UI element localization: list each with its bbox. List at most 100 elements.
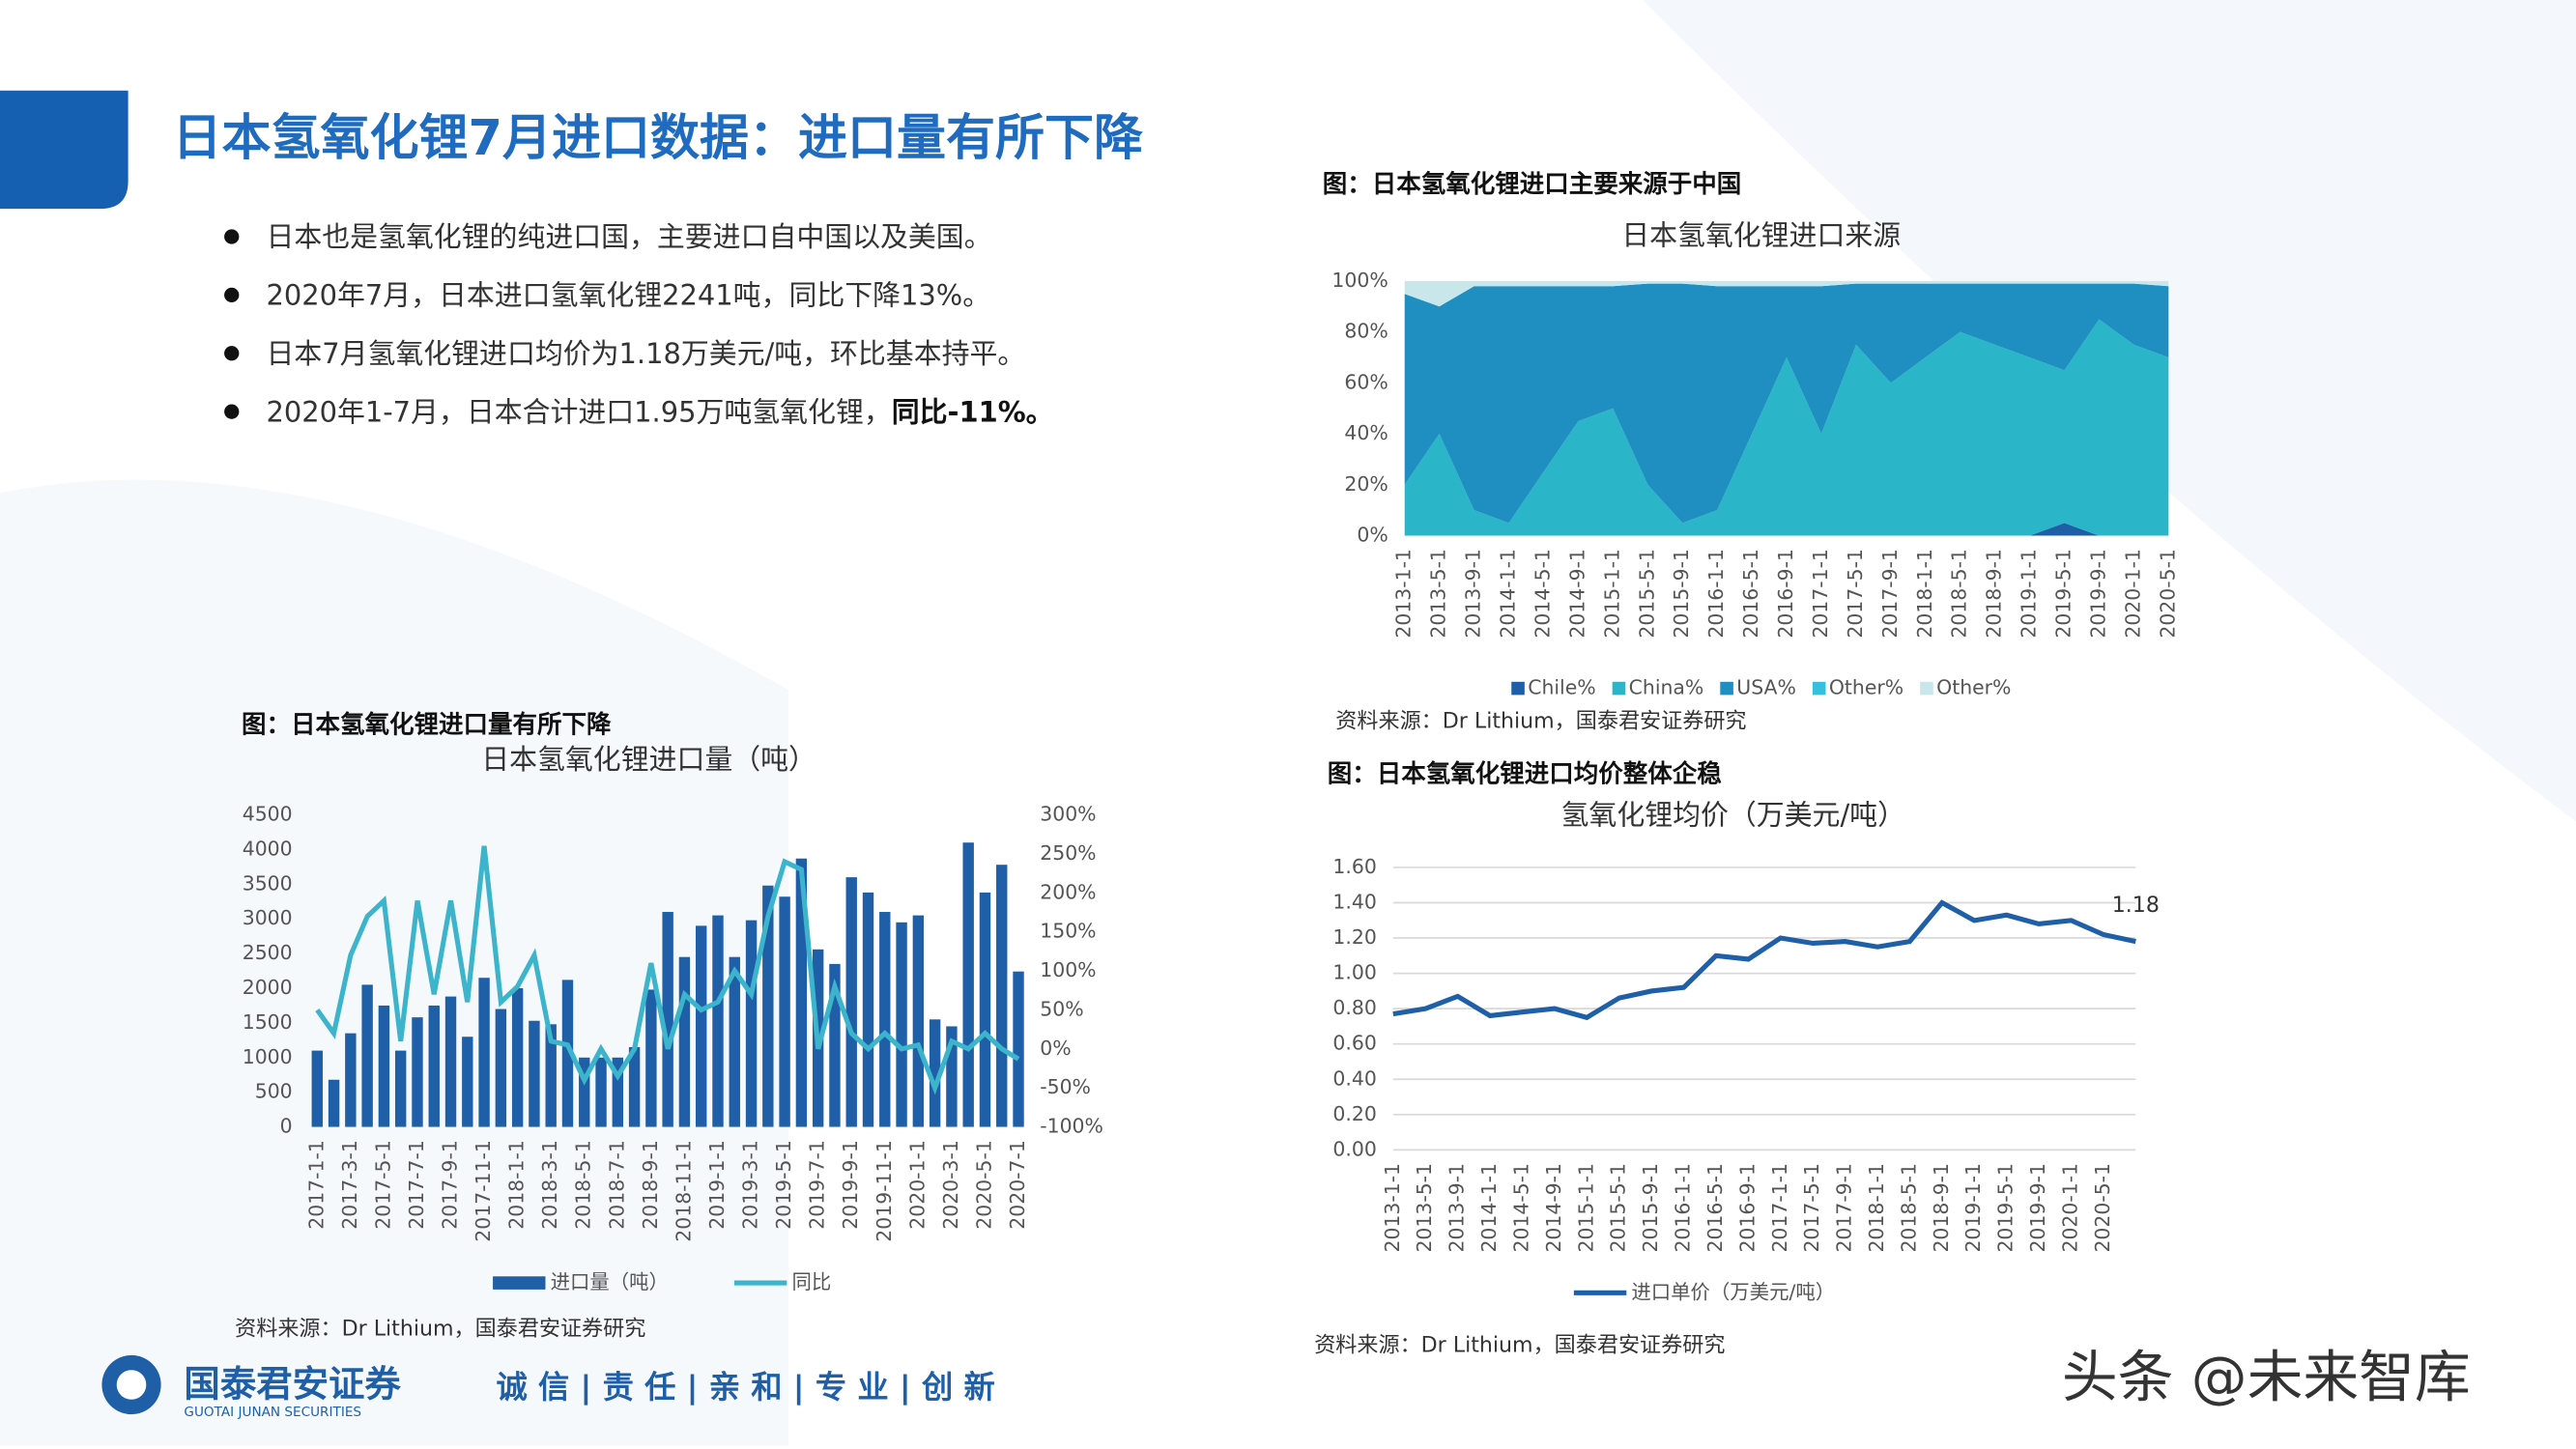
x-tick-label: 2017-1-1	[304, 1140, 328, 1230]
x-tick-label: 2019-9-1	[2026, 1163, 2049, 1253]
bar	[946, 1026, 958, 1127]
legend-label: Other%	[1829, 676, 1903, 699]
x-tick-label: 2018-1-1	[1913, 549, 1936, 639]
x-tick-label: 2015-1-1	[1600, 549, 1623, 639]
y2-tick-label: -100%	[1040, 1115, 1103, 1138]
x-tick-label: 2013-9-1	[1462, 549, 1485, 639]
area-series	[1404, 280, 2169, 307]
x-tick-label: 2019-9-1	[2086, 549, 2109, 639]
line-series	[315, 845, 1020, 1095]
x-tick-label: 2018-5-1	[1948, 549, 1971, 639]
bar	[579, 1057, 590, 1127]
chart-caption: 图：日本氢氧化锂进口均价整体企稳	[1328, 760, 1723, 789]
bar	[311, 1050, 323, 1127]
x-tick-label: 2018-5-1	[572, 1140, 595, 1230]
y-tick-label: 2500	[243, 941, 293, 964]
bullet-text-part: 2020年7月，日本进口氢氧化锂2241吨，同比下降13%。	[266, 279, 990, 312]
y-tick-label: 40%	[1344, 421, 1388, 444]
legend-swatch	[1511, 681, 1525, 696]
bar	[361, 984, 373, 1127]
chart-title: 日本氢氧化锂进口量（吨）	[481, 743, 816, 776]
header-block	[0, 90, 129, 210]
y-tick-label: 1.40	[1332, 890, 1376, 913]
bullet-text: 日本7月氢氧化锂进口均价为1.18万美元/吨，环比基本持平。	[266, 337, 1025, 370]
x-tick-label: 2017-5-1	[1800, 1163, 1823, 1253]
y-tick-label: 3500	[243, 871, 293, 895]
x-tick-label: 2014-9-1	[1542, 1163, 1565, 1253]
x-tick-label: 2018-3-1	[538, 1140, 561, 1230]
y2-tick-label: 150%	[1040, 920, 1096, 943]
slide-title: 日本氢氧化锂7月进口数据：进口量有所下降	[173, 110, 1144, 167]
bar	[862, 892, 874, 1127]
legend-swatch	[1920, 681, 1933, 696]
bar	[561, 980, 574, 1127]
y-tick-label: 1.00	[1332, 961, 1376, 984]
bar	[345, 1033, 357, 1127]
x-tick-label: 2019-5-1	[1994, 1163, 2018, 1253]
legend-label: 同比	[791, 1270, 831, 1293]
area-series	[1404, 523, 2169, 536]
x-tick-label: 2015-9-1	[1639, 1163, 1662, 1253]
x-tick-label: 2020-1-1	[2059, 1163, 2082, 1253]
bar	[795, 858, 808, 1127]
x-tick-label: 2013-5-1	[1427, 549, 1450, 639]
x-tick-label: 2017-1-1	[1768, 1163, 1791, 1253]
x-tick-label: 2020-1-1	[905, 1140, 929, 1230]
bar	[545, 1024, 557, 1127]
bar	[612, 1057, 624, 1127]
chart-source: 资料来源：Dr Lithium，国泰君安证券研究	[1314, 1332, 1725, 1357]
x-tick-label: 2017-7-1	[405, 1140, 428, 1230]
bullet-dot	[224, 229, 240, 244]
x-tick-label: 2017-3-1	[338, 1140, 361, 1230]
y-tick-label: 0.40	[1332, 1066, 1376, 1090]
y2-tick-label: 100%	[1040, 958, 1096, 981]
bar	[962, 842, 974, 1127]
bar	[1013, 971, 1024, 1127]
x-tick-label: 2015-5-1	[1635, 549, 1658, 639]
x-tick-label: 2017-9-1	[1878, 549, 1902, 639]
y-tick-label: 4500	[243, 803, 293, 826]
x-tick-label: 2016-1-1	[1704, 549, 1728, 639]
bar	[662, 912, 673, 1127]
bar	[678, 956, 691, 1127]
bar	[979, 892, 991, 1127]
x-tick-label: 2018-1-1	[1865, 1163, 1888, 1253]
bullet-dot	[224, 404, 240, 419]
x-tick-label: 2019-1-1	[1961, 1163, 1985, 1253]
y-tick-label: 0.00	[1332, 1137, 1376, 1160]
x-tick-label: 2018-11-1	[672, 1140, 695, 1242]
x-tick-label: 2020-5-1	[972, 1140, 995, 1230]
company-name-en: GUOTAI JUNAN SECURITIES	[184, 1405, 361, 1420]
x-tick-label: 2013-9-1	[1445, 1163, 1469, 1253]
legend-label: Chile%	[1528, 676, 1595, 699]
bar	[996, 865, 1008, 1127]
bar	[845, 877, 857, 1127]
x-tick-label: 2018-9-1	[1983, 549, 2006, 639]
x-tick-label: 2013-5-1	[1413, 1163, 1436, 1253]
bar	[912, 915, 925, 1127]
bar	[529, 1020, 540, 1127]
x-tick-label: 2018-7-1	[605, 1140, 628, 1230]
chart-caption: 图：日本氢氧化锂进口主要来源于中国	[1323, 170, 1742, 199]
bar	[462, 1037, 473, 1127]
bar	[394, 1050, 407, 1127]
y-tick-label: 80%	[1344, 320, 1388, 343]
bar	[779, 896, 790, 1127]
x-tick-label: 2019-5-1	[2052, 549, 2075, 639]
x-tick-label: 2018-9-1	[1930, 1163, 1953, 1253]
x-tick-label: 2016-9-1	[1774, 549, 1797, 639]
y2-tick-label: 50%	[1040, 997, 1083, 1020]
bullet-text-part: 日本7月氢氧化锂进口均价为1.18万美元/吨，环比基本持平。	[266, 337, 1025, 370]
legend-swatch	[1720, 681, 1733, 696]
legend-label: Other%	[1936, 676, 2011, 699]
x-tick-label: 2014-1-1	[1497, 549, 1520, 639]
y-tick-label: 100%	[1331, 269, 1388, 292]
x-tick-label: 2015-5-1	[1607, 1163, 1630, 1253]
bullet-text: 日本也是氢氧化锂的纯进口国，主要进口自中国以及美国。	[266, 220, 991, 253]
chart-source: 资料来源：Dr Lithium，国泰君安证券研究	[1335, 708, 1746, 733]
y2-tick-label: 250%	[1040, 841, 1096, 865]
footer: 国泰君安证券 GUOTAI JUNAN SECURITIES 诚 信 | 责 任…	[101, 1344, 2471, 1420]
y-tick-label: 1000	[243, 1045, 293, 1068]
